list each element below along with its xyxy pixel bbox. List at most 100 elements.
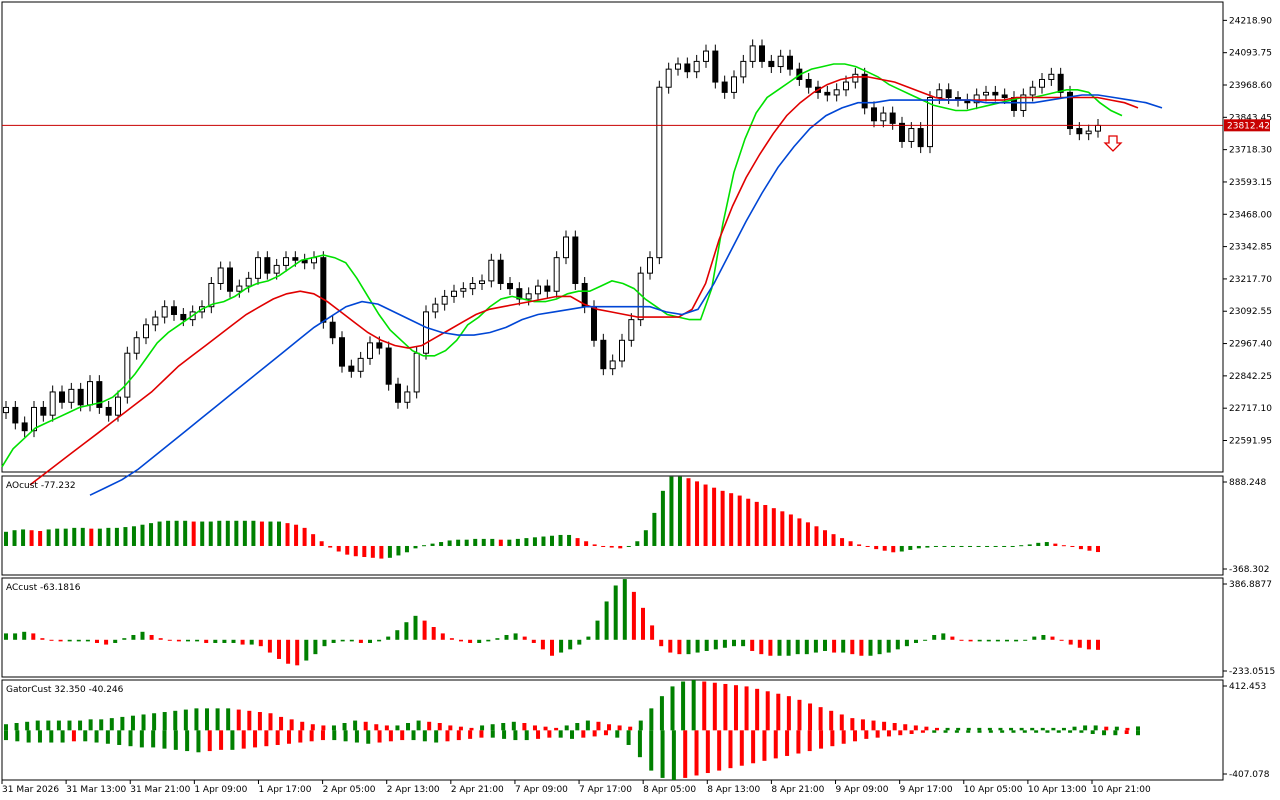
osc-bar (140, 631, 145, 640)
osc-bar (941, 633, 946, 640)
gator-lower-bar (988, 730, 993, 733)
osc-bar (72, 527, 77, 546)
osc-bar (1041, 634, 1046, 640)
osc-tick-label: 386.8877 (1229, 580, 1272, 590)
osc-bar (613, 585, 618, 640)
candle-bear (600, 339, 607, 370)
gator-lower-bar (411, 730, 416, 741)
gator-upper-bar (416, 720, 421, 731)
gator-upper-bar (691, 680, 696, 731)
candle-bear (320, 257, 327, 323)
osc-bar (13, 633, 18, 640)
candle-bull (628, 319, 635, 341)
panel-frame-2 (1, 577, 1224, 678)
gator-lower-bar (966, 730, 971, 733)
candle-bear (992, 91, 999, 96)
osc-bar (4, 633, 8, 640)
gator-lower-bar (762, 730, 767, 761)
candle-bear (824, 91, 831, 96)
candle-bull (852, 73, 859, 83)
osc-bar (622, 579, 627, 640)
gator-lower-bar (683, 730, 688, 778)
gator-lower-bar (547, 730, 552, 738)
gator-upper-bar (183, 709, 188, 731)
candle-bull (469, 282, 476, 290)
gator-upper-bar (205, 708, 210, 731)
gator-upper-bar (289, 719, 294, 731)
osc-bar (840, 538, 845, 546)
osc-bar (729, 493, 734, 546)
gator-upper-bar (469, 727, 474, 731)
gator-lower-bar (694, 730, 699, 776)
osc-bar (58, 639, 63, 642)
gator-upper-bar (363, 721, 368, 731)
gator-lower-bar (94, 730, 99, 743)
osc-bar (857, 544, 862, 546)
gator-upper-bar (458, 726, 463, 731)
osc-bar (1061, 545, 1066, 547)
candle-bear (684, 63, 691, 73)
price-tick-label: 23342.85 (1229, 243, 1272, 253)
osc-bar (174, 520, 179, 546)
gator-upper-bar (78, 720, 83, 731)
osc-bar (813, 639, 818, 653)
osc-bar (396, 545, 401, 556)
gator-lower-bar (332, 730, 337, 741)
candle-bear (1067, 91, 1073, 130)
gator-lower-bar (603, 730, 608, 736)
osc-bar (430, 543, 435, 546)
gator-upper-bar (4, 724, 8, 731)
current-price-tag (1224, 119, 1270, 132)
x-tick-label: 31 Mar 13:00 (66, 785, 126, 795)
gator-upper-bar (543, 726, 548, 731)
osc-bar (732, 639, 736, 647)
gator-upper-bar (1114, 726, 1119, 731)
candle-bear (21, 422, 28, 432)
gator-lower-bar (1068, 730, 1073, 733)
osc-bar (447, 540, 452, 546)
gator-lower-bar (15, 730, 20, 742)
osc-bar (841, 639, 846, 653)
osc-bar (80, 527, 85, 546)
osc-bar (1096, 639, 1100, 650)
osc-bar (720, 490, 725, 546)
gator-upper-bar (892, 723, 897, 731)
osc-bar (513, 633, 518, 640)
candle-bull (217, 267, 224, 284)
osc-bar (695, 639, 700, 653)
candle-bear (721, 81, 728, 93)
osc-bar (1014, 639, 1019, 642)
osc-bar (823, 530, 827, 546)
candle-bear (385, 347, 392, 385)
osc-bar (595, 620, 600, 640)
osc-bar (550, 535, 554, 546)
x-tick-label: 2 Apr 21:00 (451, 785, 504, 795)
x-tick-label: 9 Apr 09:00 (836, 785, 889, 795)
gator-lower-bar (445, 730, 450, 742)
osc-bar (609, 545, 614, 548)
osc-bar (123, 527, 128, 546)
gator-upper-bar (882, 721, 887, 731)
candle-bull (115, 396, 121, 416)
candle-bear (77, 388, 84, 406)
osc-bar (349, 639, 354, 642)
osc-bar (22, 631, 27, 640)
osc-bar (524, 538, 529, 546)
osc-bar (404, 622, 409, 640)
osc-bar (850, 639, 855, 655)
candle-bull (693, 60, 700, 73)
candle-bear (917, 128, 924, 148)
osc-bar (183, 520, 188, 546)
candle-bear (395, 383, 401, 403)
osc-bar (490, 538, 495, 546)
candle-bear (805, 78, 812, 88)
gator-upper-bar (480, 725, 485, 731)
gator-lower-bar (864, 730, 869, 739)
candle-bull (665, 68, 672, 88)
candle-bull (675, 63, 681, 70)
osc-bar (358, 639, 363, 643)
ac-panel-label: ACcust -63.1816 (6, 583, 81, 593)
osc-bar (149, 634, 154, 640)
osc-bar (302, 527, 307, 546)
candle-bull (731, 76, 737, 93)
